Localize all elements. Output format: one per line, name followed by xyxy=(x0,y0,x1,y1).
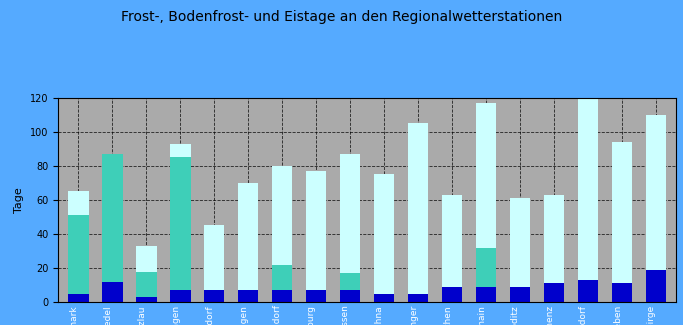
Bar xyxy=(102,154,122,282)
Bar xyxy=(68,191,89,215)
Bar xyxy=(578,280,598,302)
Bar xyxy=(476,103,496,248)
Bar xyxy=(306,290,326,302)
Bar xyxy=(374,294,394,302)
Bar xyxy=(204,226,225,290)
Bar xyxy=(578,87,598,280)
Bar xyxy=(68,215,89,294)
Bar xyxy=(204,290,225,302)
Bar xyxy=(136,272,156,297)
Bar xyxy=(544,195,564,283)
Bar xyxy=(442,287,462,302)
Bar xyxy=(340,154,361,273)
Bar xyxy=(238,183,258,290)
Bar xyxy=(408,294,428,302)
Bar xyxy=(374,174,394,294)
Bar xyxy=(272,290,292,302)
Bar xyxy=(102,282,122,302)
Bar xyxy=(68,294,89,302)
Bar xyxy=(476,287,496,302)
Y-axis label: Tage: Tage xyxy=(14,187,25,213)
Bar xyxy=(340,290,361,302)
Bar xyxy=(170,144,191,157)
Bar xyxy=(136,297,156,302)
Text: Frost-, Bodenfrost- und Eistage an den Regionalwetterstationen: Frost-, Bodenfrost- und Eistage an den R… xyxy=(121,10,562,24)
Bar xyxy=(510,287,530,302)
Bar xyxy=(170,290,191,302)
Bar xyxy=(408,123,428,294)
Bar xyxy=(306,171,326,290)
Bar xyxy=(272,166,292,265)
Bar xyxy=(136,246,156,272)
Bar xyxy=(544,283,564,302)
Bar xyxy=(340,273,361,290)
Bar xyxy=(645,270,666,302)
Bar xyxy=(612,283,632,302)
Bar xyxy=(272,265,292,290)
Bar xyxy=(645,115,666,270)
Bar xyxy=(170,157,191,290)
Bar xyxy=(612,142,632,283)
Bar xyxy=(510,198,530,287)
Bar xyxy=(476,248,496,287)
Bar xyxy=(238,290,258,302)
Bar xyxy=(442,195,462,287)
